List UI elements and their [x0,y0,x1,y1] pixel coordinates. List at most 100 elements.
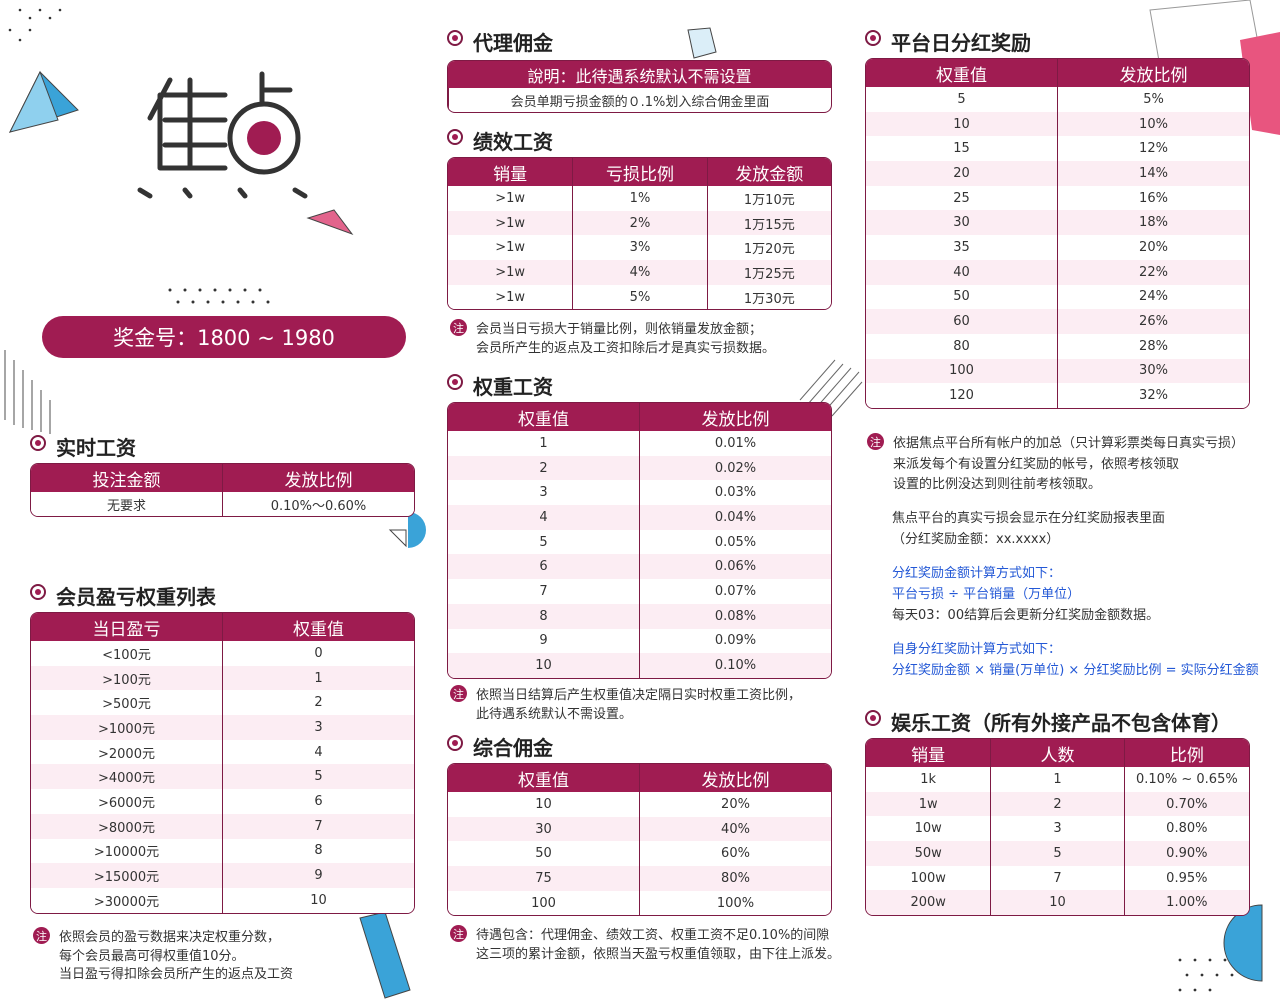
table-row: >15000元 9 [31,863,414,888]
table-cell: 50 [953,289,970,305]
table-row: 20 14% [866,161,1249,186]
table-cell: 2 [222,690,414,716]
table-row: 4 0.04% [448,505,831,530]
note-line: 待遇包含：代理佣金、绩效工资、权重工资不足0.10%的间隙 [476,928,830,943]
table-row: 100w 7 0.95% [866,865,1249,891]
table-cell: 2% [572,210,706,236]
header-cell: 权重值 [222,613,414,641]
table-header: 权重值 发放比例 [448,764,831,792]
table-cell: 30% [1057,358,1249,384]
section-title: 娱乐工资（所有外接产品不包含体育） [891,711,1231,735]
table-cell: >500元 [102,697,151,713]
table: 投注金额 发放比例 无要求 0.10%～0.60% [30,463,415,517]
note-icon: 注 [33,927,50,944]
header-cell: 权重值 [448,403,639,431]
table-row: 7 0.07% [448,579,831,604]
table-cell: 50 [535,846,552,862]
table-cell: >15000元 [93,870,160,886]
table-row: >1w 2% 1万15元 [448,210,831,236]
section-icon [30,584,46,600]
table-cell: 0.01% [639,431,831,456]
table-cell: >4000元 [98,771,155,787]
table-row: 2 0.02% [448,455,831,481]
table-row: 1 0.01% [448,431,831,456]
table-header: 销量 亏损比例 发放金额 [448,158,831,186]
table-cell: 20% [1057,235,1249,260]
section-title: 代理佣金 [473,31,553,55]
table: 销量 亏损比例 发放金额 >1w 1% 1万10元 >1w 2% 1万15元 >1w 3% 1万20元… [447,157,832,311]
table-cell: 3 [990,816,1123,842]
note-line: 每个会员最高可得权重值10分。 [59,948,245,964]
table-cell: 14% [1057,161,1249,186]
table-cell: 2 [539,460,548,476]
section-icon [447,30,463,46]
note-line: 依据焦点平台所有帐户的加总（只计算彩票类每日真实亏损） [893,436,1245,451]
table-cell: 40 [953,264,970,280]
table-cell: 无要求 [106,498,146,514]
table-cell: 60% [639,841,831,867]
table-row: <100元 0 [31,641,414,666]
table-row: 100 30% [866,358,1249,384]
table-row: 75 80% [448,866,831,891]
table-row: 9 0.09% [448,628,831,654]
section-icon-dot [870,715,876,721]
table-cell: >8000元 [98,820,155,836]
table-cell: 4 [539,509,548,525]
table-cell: 0.09% [639,628,831,654]
table-cell: 6 [539,559,548,575]
table-row: 80 28% [866,333,1249,359]
table-row: 1k 1 0.10% ~ 0.65% [866,767,1249,792]
table-row: 10 0.10% [448,653,831,678]
header-cell: 投注金额 [31,464,222,492]
table-cell: 1w [918,796,938,812]
table-cell: >1w [495,264,526,280]
table: 销量 人数 比例 1k 1 0.10% ~ 0.65% 1w 2 0.70% 10w 3 0.80% 5… [865,738,1250,917]
table-cell: 10 [990,890,1123,916]
table-cell: 50w [914,845,942,861]
table-cell: 3 [539,485,548,501]
section-icon [447,735,463,751]
table-cell: >1w [495,240,526,256]
table-cell: 0.80% [1123,816,1249,842]
table-cell: 20 [953,165,970,181]
section-icon-dot [452,134,458,140]
section-icon [865,710,881,726]
table-row: >100元 1 [31,665,414,691]
table-row: 6 0.06% [448,554,831,580]
section-icon [447,374,463,390]
table-cell: 1万15元 [706,210,831,236]
info-line: 分红奖励金额 × 销量(万单位) × 分红奖励比例 = 实际分红金额 [892,663,1259,678]
table-cell: 1 [222,665,414,691]
info-line: 每天03：00结算后会更新分红奖励金额数据。 [892,608,1160,623]
header-cell: 发放比例 [639,764,831,792]
agent-text: 会员单期亏损金额的０.1%划入综合佣金里面 [448,88,831,112]
table-row: 3 0.03% [448,480,831,506]
table-cell: 35 [953,239,970,255]
table-cell: 10% [1057,111,1249,137]
table-cell: 0.90% [1123,841,1249,866]
table-row: >4000元 5 [31,764,414,790]
note-icon: 注 [450,685,467,702]
table-row: 120 32% [866,383,1249,408]
note-line: 当日盈亏得扣除会员所产生的返点及工资 [59,967,294,982]
table-row: 25 16% [866,185,1249,211]
table-cell: 3% [572,235,706,261]
table-cell: 5% [1057,87,1249,112]
table-cell: 0.03% [639,480,831,506]
note-icon: 注 [450,925,467,942]
section-title: 绩效工资 [473,130,553,154]
table-cell: <100元 [102,647,151,663]
header-cell: 发放比例 [1057,59,1249,87]
table-cell: 7 [990,865,1123,891]
section-icon-dot [35,440,41,446]
table-cell: 1 [990,767,1123,792]
table-cell: 30 [953,215,970,231]
table-cell: 80% [639,866,831,891]
table-cell: 5% [572,284,706,310]
table-cell: >1000元 [98,721,155,737]
table-cell: 0.10% [639,653,831,678]
table-row: >2000元 4 [31,739,414,765]
table-cell: 1% [572,186,706,211]
table-header: 权重值 发放比例 [448,403,831,431]
section-icon-dot [35,589,41,595]
